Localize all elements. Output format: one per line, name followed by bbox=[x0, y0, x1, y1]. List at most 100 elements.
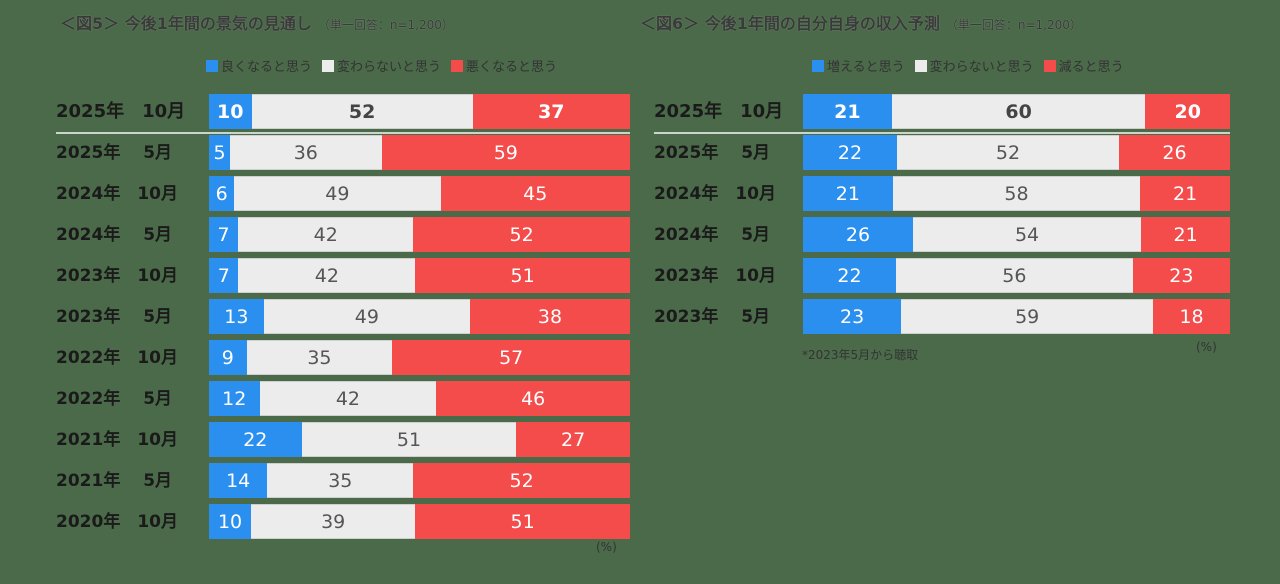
bar-segment-neutral: 60 bbox=[891, 94, 1146, 129]
row-label: 2025年 5月 bbox=[654, 142, 771, 163]
row-label: 2024年 5月 bbox=[654, 224, 771, 245]
stacked-bar: 10 52 37 bbox=[209, 94, 630, 129]
row-label: 2024年 10月 bbox=[654, 183, 776, 204]
row-label: 2020年 10月 bbox=[56, 511, 178, 532]
row-label: 2023年 10月 bbox=[56, 265, 178, 286]
stacked-bar: 10 39 51 bbox=[209, 504, 630, 539]
row-label: 2022年 5月 bbox=[56, 388, 173, 409]
bar-segment-negative: 38 bbox=[470, 299, 630, 334]
bar-segment-neutral: 42 bbox=[259, 381, 437, 416]
bar-segment-positive: 5 bbox=[209, 135, 231, 170]
row-label: 2023年 5月 bbox=[654, 306, 771, 327]
legend-label-positive: 増えると思う bbox=[827, 60, 905, 75]
legend-label-neutral: 変わらないと思う bbox=[337, 60, 442, 75]
bar-segment-negative: 21 bbox=[1140, 176, 1230, 211]
bar-segment-positive: 9 bbox=[209, 340, 247, 375]
legend-item-neutral: 変わらないと思う bbox=[914, 56, 1034, 75]
chart-title-text: ＜図6＞ 今後1年間の自分自身の収入予測 bbox=[640, 14, 940, 33]
bar-segment-positive: 10 bbox=[209, 504, 252, 539]
separator-line bbox=[56, 132, 630, 134]
stacked-bar: 9 35 57 bbox=[209, 340, 630, 375]
bar-segment-neutral: 52 bbox=[896, 135, 1119, 170]
unit-label: (%) bbox=[596, 540, 617, 554]
stacked-bar: 23 59 18 bbox=[803, 299, 1230, 334]
bar-segment-negative: 18 bbox=[1153, 299, 1230, 334]
chart-title: ＜図5＞ 今後1年間の景気の見通し （単一回答：n=1,200） bbox=[60, 10, 454, 34]
chart-title: ＜図6＞ 今後1年間の自分自身の収入予測 （単一回答：n=1,200） bbox=[640, 10, 1082, 34]
bar-segment-positive: 12 bbox=[209, 381, 260, 416]
bar-segment-negative: 37 bbox=[472, 94, 630, 129]
legend-item-negative: 減ると思う bbox=[1043, 56, 1124, 75]
stacked-bar: 22 52 26 bbox=[803, 135, 1230, 170]
bar-segment-positive: 10 bbox=[209, 94, 252, 129]
stacked-bar: 7 42 51 bbox=[209, 258, 630, 293]
bar-segment-negative: 52 bbox=[413, 217, 630, 252]
stacked-bar: 6 49 45 bbox=[209, 176, 630, 211]
chart-subtitle: （単一回答：n=1,200） bbox=[945, 18, 1082, 32]
bar-segment-positive: 6 bbox=[209, 176, 235, 211]
bar-segment-neutral: 54 bbox=[912, 217, 1142, 252]
bar-segment-neutral: 56 bbox=[896, 258, 1133, 293]
bar-segment-neutral: 49 bbox=[234, 176, 441, 211]
legend-swatch-negative bbox=[1043, 59, 1056, 72]
bar-segment-negative: 46 bbox=[436, 381, 630, 416]
chart-income-outlook: ＜図6＞ 今後1年間の自分自身の収入予測 （単一回答：n=1,200） 増えると思… bbox=[640, 0, 1280, 584]
bar-segment-negative: 57 bbox=[392, 340, 630, 375]
bar-segment-negative: 51 bbox=[415, 258, 630, 293]
bar-segment-neutral: 58 bbox=[892, 176, 1141, 211]
bar-segment-positive: 14 bbox=[209, 463, 268, 498]
unit-label: (%) bbox=[1196, 340, 1217, 354]
legend: 増えると思う 変わらないと思う 減ると思う bbox=[812, 56, 1124, 75]
legend-swatch-negative bbox=[451, 59, 464, 72]
bar-segment-positive: 22 bbox=[209, 422, 302, 457]
row-label: 2021年 10月 bbox=[56, 429, 178, 450]
stacked-bar: 21 60 20 bbox=[803, 94, 1230, 129]
stacked-bar: 7 42 52 bbox=[209, 217, 630, 252]
bar-segment-neutral: 49 bbox=[263, 299, 470, 334]
bar-segment-negative: 26 bbox=[1118, 135, 1230, 170]
row-label: 2025年 10月 bbox=[654, 100, 784, 122]
bar-segment-positive: 22 bbox=[803, 135, 897, 170]
chart-title-text: ＜図5＞ 今後1年間の景気の見通し bbox=[60, 14, 312, 33]
bar-segment-negative: 52 bbox=[413, 463, 630, 498]
legend-label-positive: 良くなると思う bbox=[221, 60, 313, 75]
bar-segment-neutral: 51 bbox=[301, 422, 517, 457]
bar-segment-positive: 7 bbox=[209, 217, 239, 252]
bar-segment-positive: 7 bbox=[209, 258, 239, 293]
bar-segment-positive: 13 bbox=[209, 299, 264, 334]
bar-segment-positive: 22 bbox=[803, 258, 896, 293]
stacked-bar: 5 36 59 bbox=[209, 135, 630, 170]
bar-segment-neutral: 42 bbox=[238, 258, 416, 293]
legend-swatch-positive bbox=[206, 59, 218, 72]
stacked-bar: 22 56 23 bbox=[803, 258, 1230, 293]
bar-segment-neutral: 39 bbox=[251, 504, 416, 539]
bar-segment-positive: 21 bbox=[803, 94, 892, 129]
bar-segment-negative: 23 bbox=[1132, 258, 1230, 293]
row-label: 2024年 10月 bbox=[56, 183, 178, 204]
legend: 良くなると思う 変わらないと思う 悪くなると思う bbox=[206, 56, 557, 75]
bar-segment-neutral: 42 bbox=[238, 217, 414, 252]
chart-subtitle: （単一回答：n=1,200） bbox=[317, 18, 454, 32]
bar-segment-negative: 45 bbox=[440, 176, 630, 211]
row-label: 2022年 10月 bbox=[56, 347, 178, 368]
legend-item-positive: 増えると思う bbox=[812, 56, 905, 75]
legend-item-neutral: 変わらないと思う bbox=[322, 56, 441, 75]
bar-segment-neutral: 36 bbox=[230, 135, 382, 170]
bar-segment-positive: 23 bbox=[803, 299, 902, 334]
bar-segment-neutral: 52 bbox=[251, 94, 473, 129]
bar-segment-negative: 27 bbox=[516, 422, 630, 457]
legend-swatch-neutral bbox=[322, 59, 335, 72]
bar-segment-neutral: 35 bbox=[267, 463, 414, 498]
chart-note: *2023年5月から聴取 bbox=[802, 348, 919, 362]
row-label: 2024年 5月 bbox=[56, 224, 173, 245]
stacked-bar: 22 51 27 bbox=[209, 422, 630, 457]
row-label: 2025年 10月 bbox=[56, 100, 186, 122]
legend-label-negative: 悪くなると思う bbox=[466, 60, 558, 75]
chart-economy-outlook: ＜図5＞ 今後1年間の景気の見通し （単一回答：n=1,200） 良くなると思う … bbox=[56, 10, 630, 554]
legend-item-positive: 良くなると思う bbox=[206, 56, 312, 75]
bar-segment-negative: 20 bbox=[1145, 94, 1230, 129]
legend-label-negative: 減ると思う bbox=[1058, 60, 1124, 75]
bar-segment-negative: 59 bbox=[381, 135, 630, 170]
bar-segment-negative: 51 bbox=[415, 504, 630, 539]
bar-segment-neutral: 35 bbox=[246, 340, 393, 375]
